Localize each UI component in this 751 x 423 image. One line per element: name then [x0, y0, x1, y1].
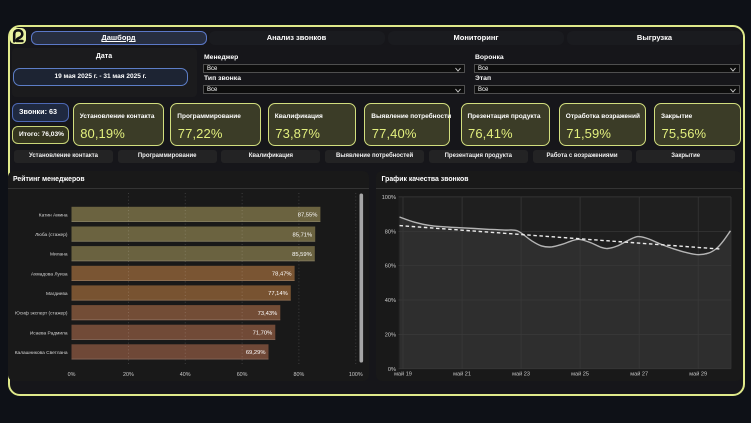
- svg-text:100%: 100%: [349, 372, 363, 378]
- svg-text:20%: 20%: [384, 332, 395, 338]
- svg-text:80%: 80%: [294, 372, 305, 378]
- svg-text:100%: 100%: [381, 195, 395, 201]
- svg-text:0%: 0%: [68, 372, 76, 378]
- svg-text:0%: 0%: [387, 367, 395, 373]
- svg-text:май 21: май 21: [453, 370, 471, 377]
- svg-text:Катин Амина: Катин Амина: [39, 212, 68, 218]
- svg-text:Исаева Радмила: Исаева Радмила: [30, 330, 68, 336]
- svg-text:май 29: май 29: [689, 370, 707, 377]
- svg-text:май 23: май 23: [512, 370, 530, 377]
- svg-text:78,47%: 78,47%: [272, 272, 292, 278]
- svg-text:Милана: Милана: [50, 252, 68, 258]
- svg-text:Калашникова Светлана: Калашникова Светлана: [15, 350, 68, 356]
- svg-text:май 25: май 25: [571, 370, 589, 377]
- svg-text:Люба (стажер): Люба (стажер): [35, 232, 68, 238]
- svg-text:20%: 20%: [123, 372, 134, 378]
- svg-text:40%: 40%: [384, 298, 395, 304]
- svg-text:40%: 40%: [180, 372, 191, 378]
- svg-text:май 19: май 19: [394, 370, 412, 377]
- svg-text:85,59%: 85,59%: [292, 252, 312, 258]
- svg-text:60%: 60%: [384, 264, 395, 270]
- svg-text:Ахмадова Луиза: Ахмадова Луиза: [31, 271, 68, 277]
- svg-text:77,14%: 77,14%: [268, 291, 288, 297]
- svg-text:73,43%: 73,43%: [258, 311, 278, 317]
- svg-text:71,70%: 71,70%: [253, 331, 273, 337]
- svg-text:69,29%: 69,29%: [246, 350, 266, 356]
- svg-text:Магдиева: Магдиева: [46, 291, 68, 297]
- svg-text:85,71%: 85,71%: [293, 232, 313, 238]
- svg-text:60%: 60%: [237, 372, 248, 378]
- svg-text:Юсиф эксперт (стажер): Юсиф эксперт (стажер): [15, 311, 68, 317]
- svg-text:87,55%: 87,55%: [298, 213, 318, 219]
- svg-text:май 27: май 27: [630, 370, 648, 377]
- svg-text:80%: 80%: [384, 229, 395, 235]
